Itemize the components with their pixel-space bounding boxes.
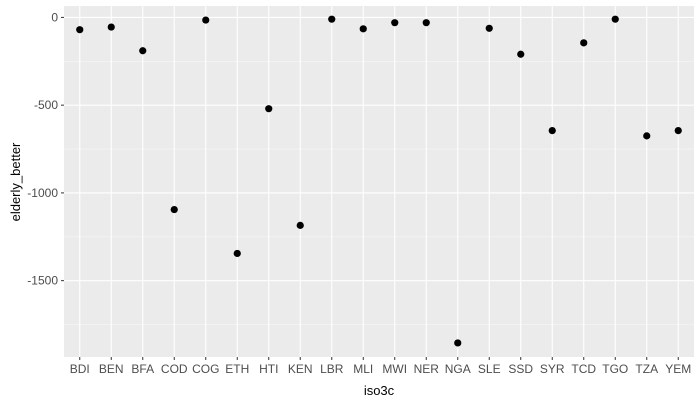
data-point-ner (422, 19, 430, 27)
y-tick-label: -1500 (27, 274, 58, 288)
x-tick-label: LBR (320, 362, 344, 376)
data-point-cod (170, 205, 178, 214)
x-tick-label: BFA (131, 362, 154, 376)
data-point-tgo (611, 15, 619, 23)
data-point-cog (202, 16, 210, 24)
y-tick-label: 0 (51, 10, 58, 24)
x-tick-label: TGO (602, 362, 628, 376)
data-point-sle (485, 24, 493, 32)
data-point-mwi (391, 19, 399, 27)
y-axis-title: elderly_better (8, 142, 23, 221)
data-point-mli (359, 25, 367, 33)
x-tick-label: SLE (478, 362, 501, 376)
data-point-syr (548, 127, 556, 135)
x-tick-label: ETH (225, 362, 249, 376)
data-point-tcd (580, 39, 588, 47)
x-tick-label: NGA (445, 362, 471, 376)
data-point-bdi (76, 26, 84, 34)
data-point-yem (674, 127, 682, 135)
x-tick-label: TCD (571, 362, 596, 376)
data-point-ken (296, 221, 304, 229)
x-tick-label: BEN (99, 362, 124, 376)
x-tick-label: COG (192, 362, 219, 376)
x-tick-label: MWI (382, 362, 407, 376)
data-point-eth (233, 249, 241, 258)
x-tick-label: HTI (259, 362, 278, 376)
minor-gridlines (64, 60, 694, 325)
y-axis-ticks: 0 -500 -1000 -1500 (27, 10, 64, 288)
data-point-lbr (328, 15, 336, 23)
x-tick-label: COD (161, 362, 188, 376)
x-axis-title: iso3c (364, 383, 395, 398)
x-tick-label: BDI (70, 362, 90, 376)
x-tick-label: SSD (508, 362, 533, 376)
x-tick-label: NER (414, 362, 440, 376)
data-point-tza (643, 132, 651, 140)
major-gridlines (64, 6, 694, 357)
x-tick-label: MLI (353, 362, 373, 376)
data-point-hti (265, 105, 273, 113)
data-point-ssd (517, 50, 525, 58)
y-tick-label: -1000 (27, 186, 58, 200)
plot-panel (64, 6, 694, 357)
data-point-ben (107, 23, 115, 31)
x-axis-ticks: BDI BEN BFA COD COG ETH HTI KEN LBR MLI MWI NER NGA S… (70, 357, 691, 376)
data-point-nga (454, 339, 462, 347)
x-tick-label: KEN (288, 362, 313, 376)
x-tick-label: SYR (540, 362, 565, 376)
x-tick-label: TZA (635, 362, 658, 376)
x-tick-label: YEM (665, 362, 691, 376)
data-points (76, 15, 682, 347)
y-tick-label: -500 (34, 98, 58, 112)
data-point-bfa (139, 47, 147, 55)
